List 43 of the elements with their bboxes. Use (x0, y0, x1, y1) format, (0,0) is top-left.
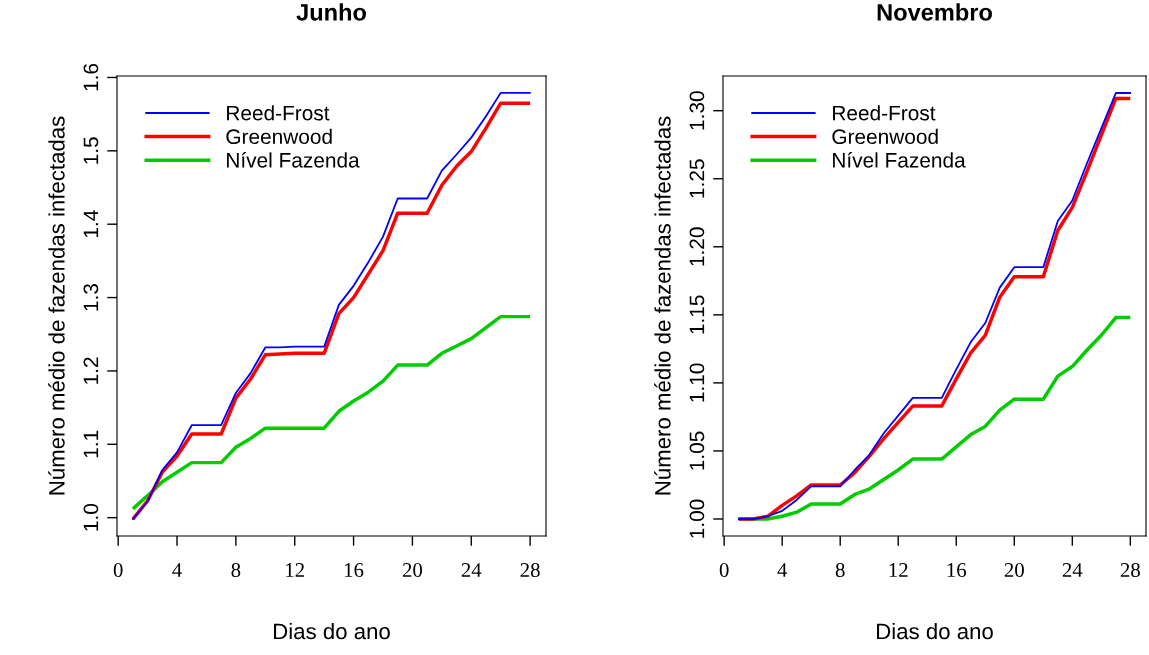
x-tick-label: 24 (461, 563, 482, 577)
y-tick-label: 1.15 (689, 295, 705, 334)
y-axis-title: Número médio de fazendas infectadas (48, 116, 65, 495)
x-axis-title: Dias do ano (274, 622, 390, 640)
legend-label: Nível Fazenda (227, 152, 360, 168)
y-tick-label: 1.3 (83, 284, 99, 311)
legend-label: Nível Fazenda (833, 152, 966, 168)
y-axis-title: Número médio de fazendas infectadas (654, 116, 671, 495)
x-tick-label: 0 (113, 562, 123, 578)
y-tick-label: 1.30 (689, 91, 705, 130)
x-tick-label: 8 (835, 562, 845, 578)
x-axis-title: Dias do ano (877, 622, 993, 640)
y-tick-label: 1.10 (689, 363, 705, 402)
x-tick-label: 28 (1120, 562, 1140, 578)
x-tick-label: 28 (520, 562, 540, 578)
x-tick-label: 16 (947, 563, 967, 578)
x-tick-label: 4 (777, 563, 788, 577)
legend-label: Reed-Frost (833, 105, 936, 121)
x-tick-label: 20 (402, 562, 423, 578)
x-tick-label: 20 (1004, 562, 1024, 578)
line-series (131, 314, 532, 511)
x-tick-label: 0 (719, 562, 729, 578)
x-tick-label: 8 (231, 562, 241, 578)
y-tick-label: 1.5 (83, 137, 99, 164)
x-tick-label: 12 (286, 563, 304, 577)
y-tick-label: 1.05 (689, 431, 705, 470)
chart-title: Novembro (877, 3, 992, 21)
chart-title: Junho (296, 3, 366, 21)
x-tick-label: 12 (889, 563, 908, 577)
y-tick-label: 1.20 (689, 227, 705, 266)
y-tick-label: 1.00 (689, 499, 705, 538)
y-tick-label: 1.4 (83, 210, 99, 238)
y-tick-label: 1.6 (83, 63, 99, 91)
y-tick-label: 1.2 (83, 357, 99, 384)
x-tick-label: 4 (172, 563, 182, 577)
y-tick-label: 1.0 (83, 503, 99, 531)
y-tick-label: 1.25 (689, 159, 705, 198)
x-tick-label: 24 (1062, 563, 1083, 577)
legend-label: Greenwood (226, 128, 332, 145)
y-tick-label: 1.1 (83, 430, 99, 458)
x-tick-label: 16 (344, 563, 364, 578)
legend-label: Reed-Frost (227, 105, 330, 121)
legend-label: Greenwood (832, 128, 938, 145)
